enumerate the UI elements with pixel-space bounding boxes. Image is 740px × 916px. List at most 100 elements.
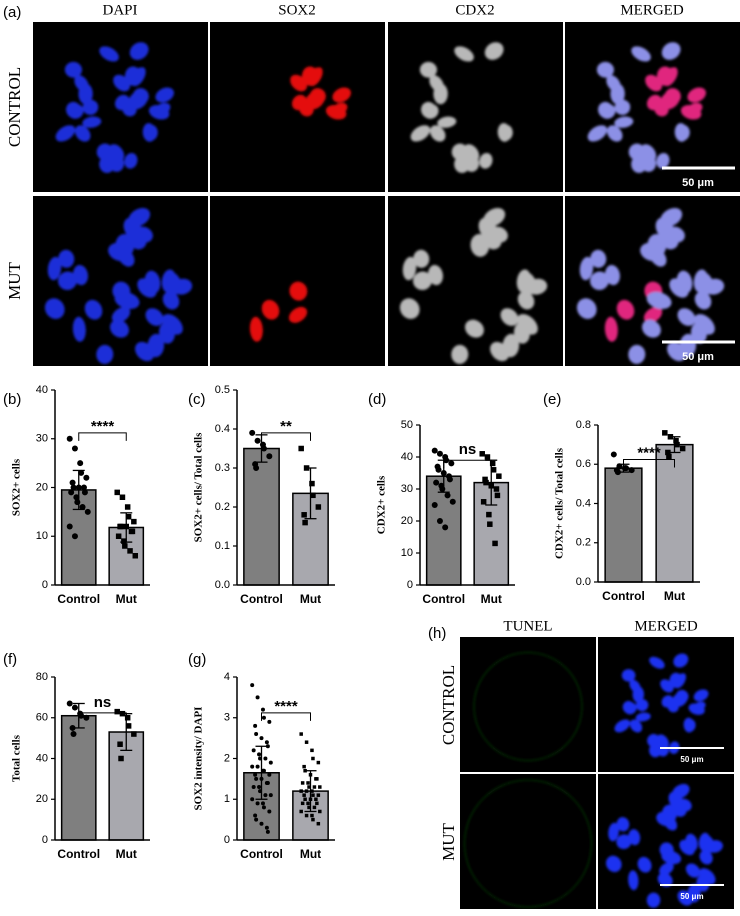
image-panel: [460, 774, 596, 909]
y-tick-label: 0.8: [576, 419, 591, 431]
data-point: [316, 821, 321, 826]
data-point: [255, 764, 260, 769]
significance: ****: [91, 418, 115, 435]
data-point: [264, 740, 269, 745]
nucleus: [129, 231, 147, 250]
error-bar: [120, 512, 133, 543]
nucleus: [685, 863, 701, 878]
data-point: [314, 797, 318, 801]
nucleus: [64, 61, 83, 78]
y-axis-label: CDX2+ cells/ Total cells: [554, 447, 566, 559]
nucleus: [484, 231, 502, 250]
data-point: [254, 732, 259, 737]
data-point: [261, 768, 266, 773]
data-point: [66, 523, 73, 530]
nucleus: [673, 802, 687, 817]
nucleus: [616, 817, 630, 832]
nucleus: [402, 256, 417, 281]
y-tick-label: 0.0: [215, 579, 230, 591]
data-point: [71, 445, 78, 452]
embryo-outline: [463, 779, 593, 908]
data-point: [125, 723, 132, 729]
data-point: [494, 492, 501, 499]
nucleus: [399, 298, 420, 319]
data-point: [482, 476, 488, 483]
data-point: [83, 474, 90, 481]
x-tick-label: Control: [422, 592, 465, 606]
data-point: [431, 447, 438, 454]
data-point: [309, 480, 315, 487]
nucleus: [498, 124, 513, 141]
data-point: [310, 492, 316, 499]
y-tick-label: 80: [36, 671, 48, 683]
data-point: [673, 437, 679, 444]
significance: ns: [94, 694, 112, 711]
column-header: MERGED: [634, 618, 698, 634]
data-point: [69, 724, 76, 731]
panel-label: (f): [3, 651, 17, 668]
data-point: [490, 467, 497, 473]
nucleus: [261, 299, 280, 320]
panel-label: (d): [368, 391, 386, 408]
y-axis-label: SOX2+ cells/ Total cells: [193, 432, 205, 543]
data-point: [81, 489, 88, 496]
nucleus: [610, 83, 625, 105]
nucleus: [108, 144, 125, 162]
y-tick-label: 0.0: [576, 576, 591, 588]
nucleus: [590, 271, 609, 291]
nucleus: [656, 734, 669, 749]
nucleus: [517, 291, 535, 310]
y-tick-label: 10: [401, 547, 413, 559]
data-point: [127, 548, 133, 554]
significance: ****: [637, 445, 661, 462]
nucleus: [419, 61, 438, 78]
nucleus: [73, 264, 89, 286]
data-point: [307, 805, 311, 810]
nuclei: [249, 281, 308, 342]
data-point: [433, 479, 440, 486]
data-point: [436, 450, 443, 457]
row-label: MUT: [5, 261, 24, 299]
data-point: [114, 708, 120, 715]
y-axis-label: SOX2+ cells: [11, 458, 23, 516]
data-point: [610, 451, 617, 458]
nucleus: [421, 101, 437, 119]
bar: [604, 467, 643, 583]
data-point: [628, 467, 635, 474]
nucleus: [290, 74, 308, 92]
nucleus: [309, 88, 326, 105]
y-tick-label: 60: [36, 712, 48, 724]
nucleus: [470, 233, 490, 257]
data-point: [115, 533, 122, 539]
data-point: [118, 523, 124, 530]
data-point: [311, 817, 315, 822]
nucleus: [301, 66, 319, 86]
nucleus: [679, 333, 697, 358]
nucleus: [44, 298, 65, 319]
data-point: [315, 801, 319, 806]
column-header: DAPI: [102, 2, 137, 18]
data-point: [487, 521, 493, 527]
nuclei: [463, 779, 593, 908]
nucleus: [78, 83, 93, 105]
panel-label: (e): [543, 391, 561, 408]
nuclei: [587, 42, 706, 173]
x-tick-label: Mut: [300, 847, 321, 861]
nucleus: [47, 256, 62, 281]
y-tick-label: 40: [36, 752, 48, 764]
nucleus: [451, 344, 469, 364]
y-tick-label: 1: [224, 793, 230, 805]
nucleus: [66, 101, 82, 119]
data-point: [318, 785, 322, 789]
x-tick-label: Mut: [300, 592, 321, 606]
data-point: [299, 732, 303, 736]
nucleus: [616, 299, 635, 320]
nucleus: [661, 231, 679, 250]
nucleus: [654, 101, 669, 117]
y-tick-label: 50: [401, 419, 413, 431]
nucleus: [433, 83, 448, 105]
data-point: [259, 736, 264, 741]
data-point: [267, 809, 272, 814]
error-bar: [255, 745, 268, 800]
